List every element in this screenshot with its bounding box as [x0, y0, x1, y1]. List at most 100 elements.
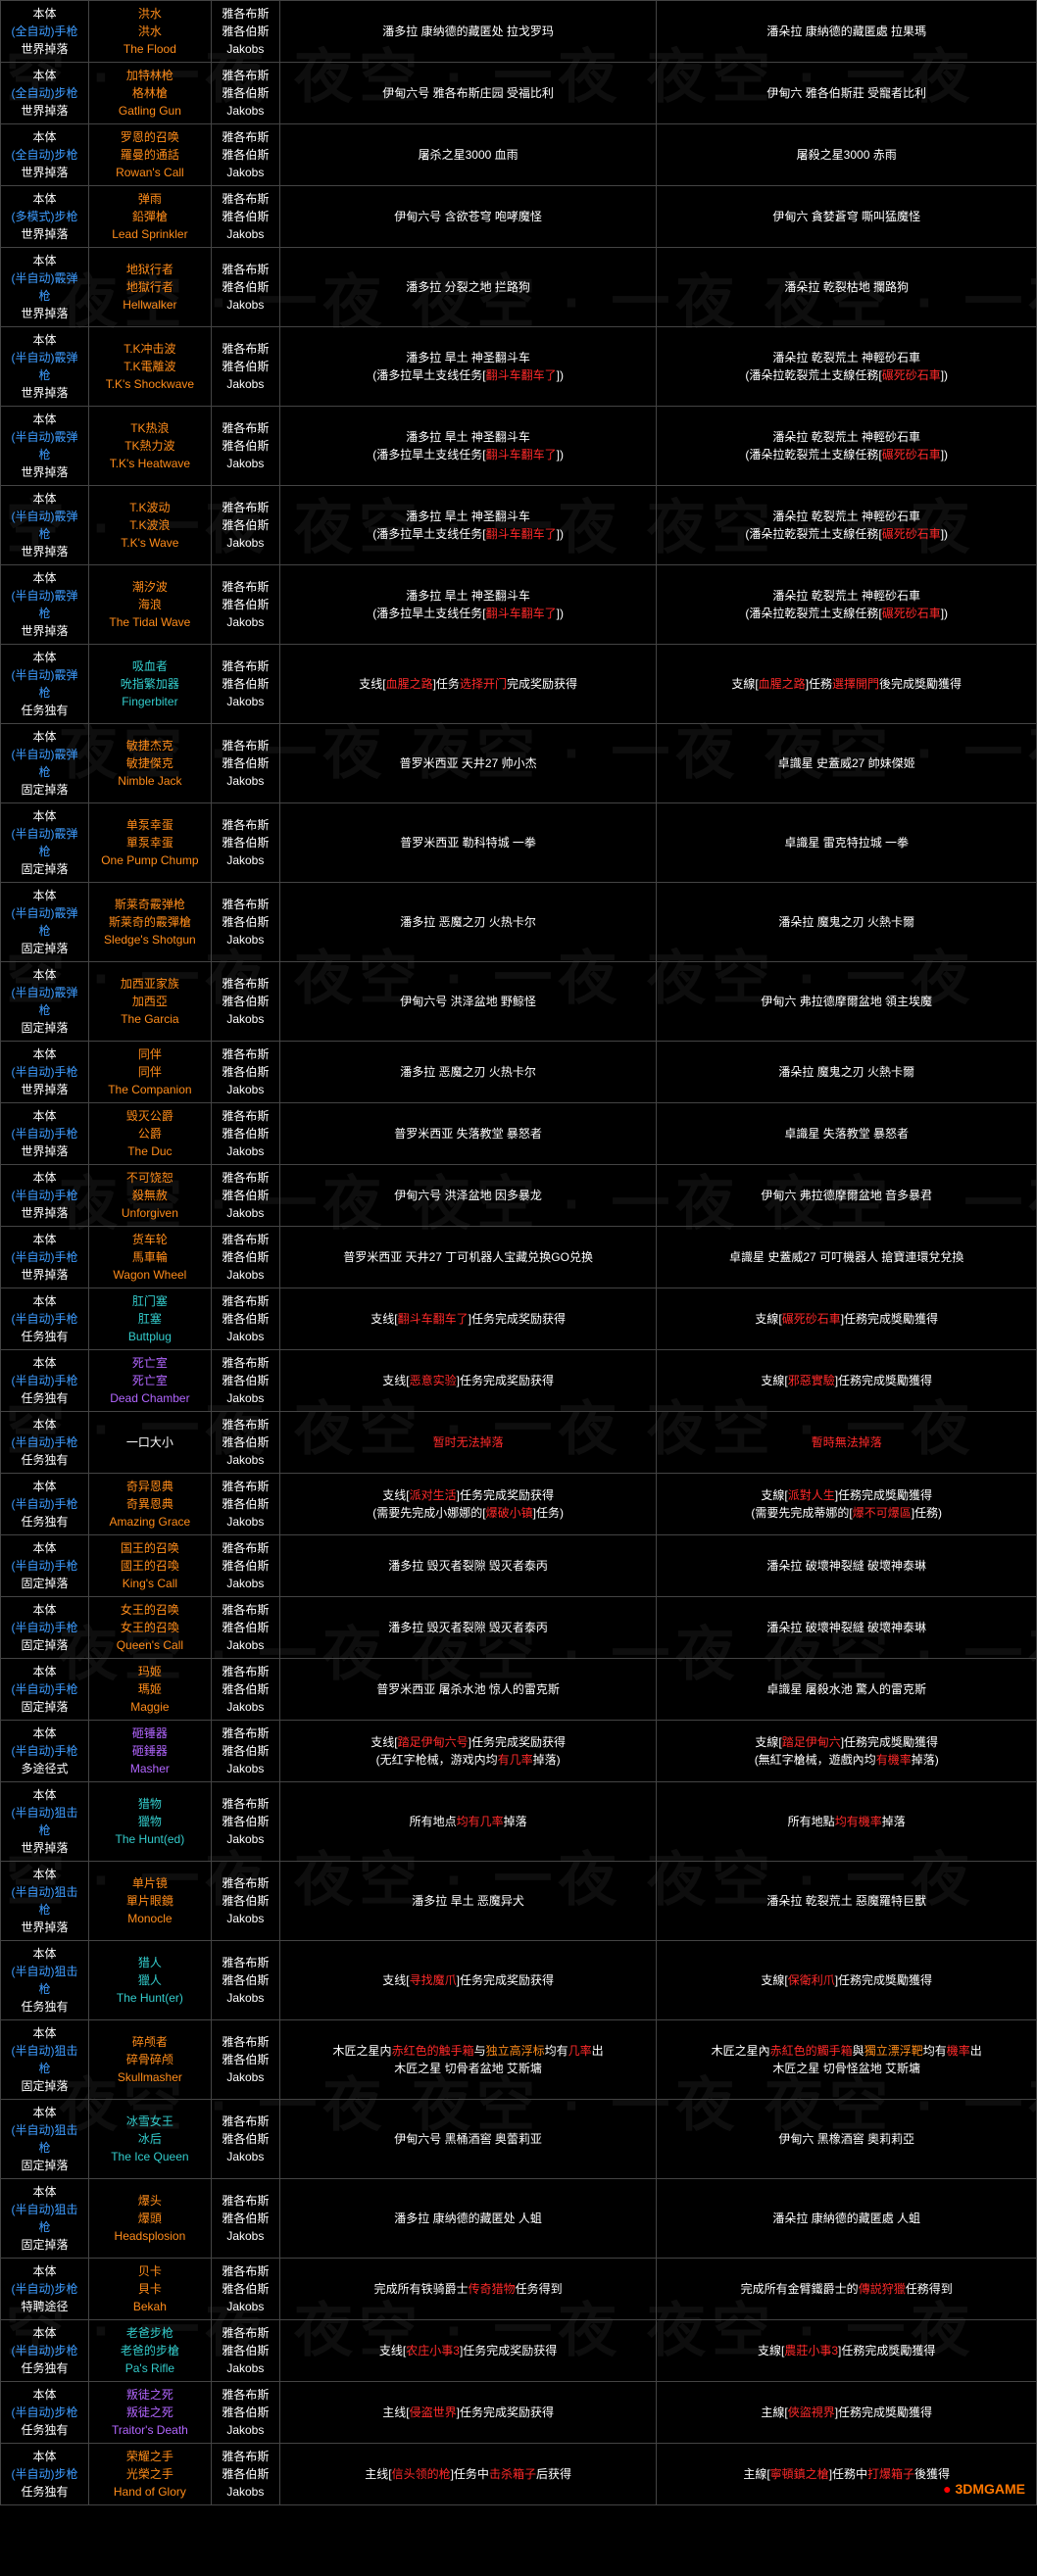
weapon-meta: 本体(半自动)步枪特聘途径: [1, 2259, 89, 2320]
weapon-meta: 本体(半自动)步枪任务独有: [1, 2320, 89, 2382]
weapon-table: 本体(全自动)手枪世界掉落洪水洪水The Flood雅各布斯雅各伯斯Jakobs…: [0, 0, 1037, 2505]
table-row: 本体(半自动)霰弹枪固定掉落敏捷杰克敏捷傑克Nimble Jack雅各布斯雅各伯…: [1, 724, 1037, 803]
weapon-name: 爆头爆頭Headsplosion: [88, 2179, 211, 2259]
weapon-meta: 本体(半自动)手枪世界掉落: [1, 1227, 89, 1288]
drop-source-cn: 潘多拉 旱土 神圣翻斗车(潘多拉旱土支线任务[翻斗车翻车了]): [279, 327, 657, 407]
weapon-meta: 本体(半自动)手枪固定掉落: [1, 1659, 89, 1721]
weapon-meta: 本体(半自动)手枪世界掉落: [1, 1165, 89, 1227]
manufacturer: 雅各布斯雅各伯斯Jakobs: [211, 1165, 279, 1227]
weapon-meta: 本体(半自动)狙击枪固定掉落: [1, 2179, 89, 2259]
manufacturer: 雅各布斯雅各伯斯Jakobs: [211, 1597, 279, 1659]
weapon-meta: 本体(半自动)霰弹枪固定掉落: [1, 803, 89, 883]
weapon-name: 潮汐波海浪The Tidal Wave: [88, 565, 211, 645]
manufacturer: 雅各布斯雅各伯斯Jakobs: [211, 63, 279, 124]
weapon-name: 弹雨鉛彈槍Lead Sprinkler: [88, 186, 211, 248]
drop-source-cn: 木匠之星内赤红色的触手箱与独立高浮标均有几率出木匠之星 切骨者盆地 艾斯墉: [279, 2020, 657, 2100]
weapon-meta: 本体(半自动)霰弹枪任务独有: [1, 645, 89, 724]
drop-source-tw: 伊甸六 黑橡酒窖 奧莉莉亞: [657, 2100, 1037, 2179]
drop-source-tw: 潘朵拉 破壞神裂縫 破壞神泰琳: [657, 1535, 1037, 1597]
weapon-meta: 本体(多模式)步枪世界掉落: [1, 186, 89, 248]
drop-source-cn: 伊甸六号 雅各布斯庄园 受福比利: [279, 63, 657, 124]
table-row: 本体(半自动)步枪任务独有叛徒之死叛徒之死Traitor's Death雅各布斯…: [1, 2382, 1037, 2444]
drop-source-cn: 支线[恶意实验]任务完成奖励获得: [279, 1350, 657, 1412]
manufacturer: 雅各布斯雅各伯斯Jakobs: [211, 2020, 279, 2100]
drop-source-cn: 潘多拉 旱土 神圣翻斗车(潘多拉旱土支线任务[翻斗车翻车了]): [279, 407, 657, 486]
drop-source-cn: 潘多拉 恶魔之刃 火热卡尔: [279, 883, 657, 962]
weapon-name: 猎物獵物The Hunt(ed): [88, 1782, 211, 1862]
weapon-name: 肛门塞肛塞Buttplug: [88, 1288, 211, 1350]
drop-source-cn: 普罗米西亚 屠杀水池 惊人的雷克斯: [279, 1659, 657, 1721]
table-row: 本体(半自动)手枪任务独有一口大小雅各布斯雅各伯斯Jakobs暂时无法掉落暫時無…: [1, 1412, 1037, 1474]
weapon-meta: 本体(半自动)手枪固定掉落: [1, 1597, 89, 1659]
manufacturer: 雅各布斯雅各伯斯Jakobs: [211, 645, 279, 724]
manufacturer: 雅各布斯雅各伯斯Jakobs: [211, 1862, 279, 1941]
table-row: 本体(半自动)狙击枪任务独有猎人獵人The Hunt(er)雅各布斯雅各伯斯Ja…: [1, 1941, 1037, 2020]
drop-source-cn: 暂时无法掉落: [279, 1412, 657, 1474]
weapon-meta: 本体(半自动)霰弹枪世界掉落: [1, 248, 89, 327]
manufacturer: 雅各布斯雅各伯斯Jakobs: [211, 565, 279, 645]
manufacturer: 雅各布斯雅各伯斯Jakobs: [211, 2259, 279, 2320]
manufacturer: 雅各布斯雅各伯斯Jakobs: [211, 1941, 279, 2020]
drop-source-tw: 支線[血腥之路]任務選擇開門後完成獎勵獲得: [657, 645, 1037, 724]
drop-source-tw: 潘朵拉 乾裂荒土 神輕砂石車(潘朵拉乾裂荒土支線任務[碾死砂石車]): [657, 486, 1037, 565]
weapon-meta: 本体(半自动)手枪世界掉落: [1, 1103, 89, 1165]
manufacturer: 雅各布斯雅各伯斯Jakobs: [211, 2100, 279, 2179]
table-row: 本体(半自动)手枪固定掉落女王的召唤女王的召喚Queen's Call雅各布斯雅…: [1, 1597, 1037, 1659]
weapon-name: 加西亚家族加西亞The Garcia: [88, 962, 211, 1042]
weapon-meta: 本体(半自动)霰弹枪世界掉落: [1, 407, 89, 486]
manufacturer: 雅各布斯雅各伯斯Jakobs: [211, 186, 279, 248]
table-row: 本体(半自动)狙击枪固定掉落碎颅者碎骨碎颅Skullmasher雅各布斯雅各伯斯…: [1, 2020, 1037, 2100]
weapon-meta: 本体(半自动)霰弹枪世界掉落: [1, 486, 89, 565]
weapon-name: 单泵幸蛋單泵幸蛋One Pump Chump: [88, 803, 211, 883]
table-row: 本体(全自动)手枪世界掉落洪水洪水The Flood雅各布斯雅各伯斯Jakobs…: [1, 1, 1037, 63]
weapon-name: T.K波动T.K波浪T.K's Wave: [88, 486, 211, 565]
weapon-meta: 本体(半自动)手枪任务独有: [1, 1474, 89, 1535]
drop-source-tw: 卓識星 屠殺水池 驚人的雷克斯: [657, 1659, 1037, 1721]
table-row: 本体(半自动)手枪固定掉落玛姬瑪姬Maggie雅各布斯雅各伯斯Jakobs普罗米…: [1, 1659, 1037, 1721]
table-row: 本体(多模式)步枪世界掉落弹雨鉛彈槍Lead Sprinkler雅各布斯雅各伯斯…: [1, 186, 1037, 248]
manufacturer: 雅各布斯雅各伯斯Jakobs: [211, 724, 279, 803]
weapon-name: 罗恩的召唤羅曼的通話Rowan's Call: [88, 124, 211, 186]
drop-source-tw: 潘朵拉 破壞神裂縫 破壞神泰琳: [657, 1597, 1037, 1659]
table-row: 本体(半自动)霰弹枪世界掉落T.K冲击波T.K電離波T.K's Shockwav…: [1, 327, 1037, 407]
weapon-meta: 本体(半自动)步枪任务独有: [1, 2382, 89, 2444]
table-row: 本体(半自动)手枪任务独有肛门塞肛塞Buttplug雅各布斯雅各伯斯Jakobs…: [1, 1288, 1037, 1350]
drop-source-cn: 主线[侵盗世界]任务完成奖励获得: [279, 2382, 657, 2444]
weapon-name: 砸锤器砸錘器Masher: [88, 1721, 211, 1782]
weapon-name: 死亡室死亡室Dead Chamber: [88, 1350, 211, 1412]
drop-source-cn: 潘多拉 分裂之地 拦路狗: [279, 248, 657, 327]
drop-source-cn: 潘多拉 恶魔之刃 火热卡尔: [279, 1042, 657, 1103]
weapon-name: 洪水洪水The Flood: [88, 1, 211, 63]
weapon-name: 玛姬瑪姬Maggie: [88, 1659, 211, 1721]
table-row: 本体(半自动)霰弹枪固定掉落单泵幸蛋單泵幸蛋One Pump Chump雅各布斯…: [1, 803, 1037, 883]
weapon-name: T.K冲击波T.K電離波T.K's Shockwave: [88, 327, 211, 407]
drop-source-cn: 潘多拉 旱土 神圣翻斗车(潘多拉旱土支线任务[翻斗车翻车了]): [279, 565, 657, 645]
weapon-name: 冰雪女王冰后The Ice Queen: [88, 2100, 211, 2179]
manufacturer: 雅各布斯雅各伯斯Jakobs: [211, 1535, 279, 1597]
manufacturer: 雅各布斯雅各伯斯Jakobs: [211, 1350, 279, 1412]
drop-source-tw: 伊甸六 弗拉德摩爾盆地 領主埃魔: [657, 962, 1037, 1042]
weapon-name: 地狱行者地獄行者Hellwalker: [88, 248, 211, 327]
drop-source-tw: 潘朵拉 康納德的藏匿處 拉果瑪: [657, 1, 1037, 63]
manufacturer: 雅各布斯雅各伯斯Jakobs: [211, 2179, 279, 2259]
drop-source-tw: 支線[農莊小事3]任務完成獎勵獲得: [657, 2320, 1037, 2382]
drop-source-tw: 伊甸六 弗拉德摩爾盆地 音多暴君: [657, 1165, 1037, 1227]
table-row: 本体(半自动)霰弹枪世界掉落地狱行者地獄行者Hellwalker雅各布斯雅各伯斯…: [1, 248, 1037, 327]
drop-source-tw: 支線[保衛利爪]任務完成獎勵獲得: [657, 1941, 1037, 2020]
weapon-name: 单片镜單片眼鏡Monocle: [88, 1862, 211, 1941]
table-row: 本体(半自动)狙击枪固定掉落冰雪女王冰后The Ice Queen雅各布斯雅各伯…: [1, 2100, 1037, 2179]
table-row: 本体(半自动)步枪任务独有荣耀之手光榮之手Hand of Glory雅各布斯雅各…: [1, 2444, 1037, 2505]
drop-source-cn: 普罗米西亚 天井27 帅小杰: [279, 724, 657, 803]
weapon-meta: 本体(半自动)狙击枪固定掉落: [1, 2020, 89, 2100]
drop-source-tw: 完成所有金臂鐵爵士的傳説狩獵任務得到: [657, 2259, 1037, 2320]
drop-source-cn: 潘多拉 旱土 神圣翻斗车(潘多拉旱土支线任务[翻斗车翻车了]): [279, 486, 657, 565]
drop-source-cn: 伊甸六号 洪泽盆地 因多暴龙: [279, 1165, 657, 1227]
drop-source-tw: 潘朵拉 乾裂枯地 攔路狗: [657, 248, 1037, 327]
weapon-name: 加特林枪格林槍Gatling Gun: [88, 63, 211, 124]
drop-source-cn: 支线[翻斗车翻车了]任务完成奖励获得: [279, 1288, 657, 1350]
drop-source-cn: 潘多拉 毁灭者裂隙 毁灭者泰丙: [279, 1535, 657, 1597]
site-logo: 3DMGAME: [937, 2478, 1031, 2500]
weapon-meta: 本体(半自动)霰弹枪世界掉落: [1, 327, 89, 407]
drop-source-tw: 屠殺之星3000 赤雨: [657, 124, 1037, 186]
table-row: 本体(半自动)霰弹枪固定掉落斯莱奇霰弹枪斯莱奇的霰彈槍Sledge's Shot…: [1, 883, 1037, 962]
